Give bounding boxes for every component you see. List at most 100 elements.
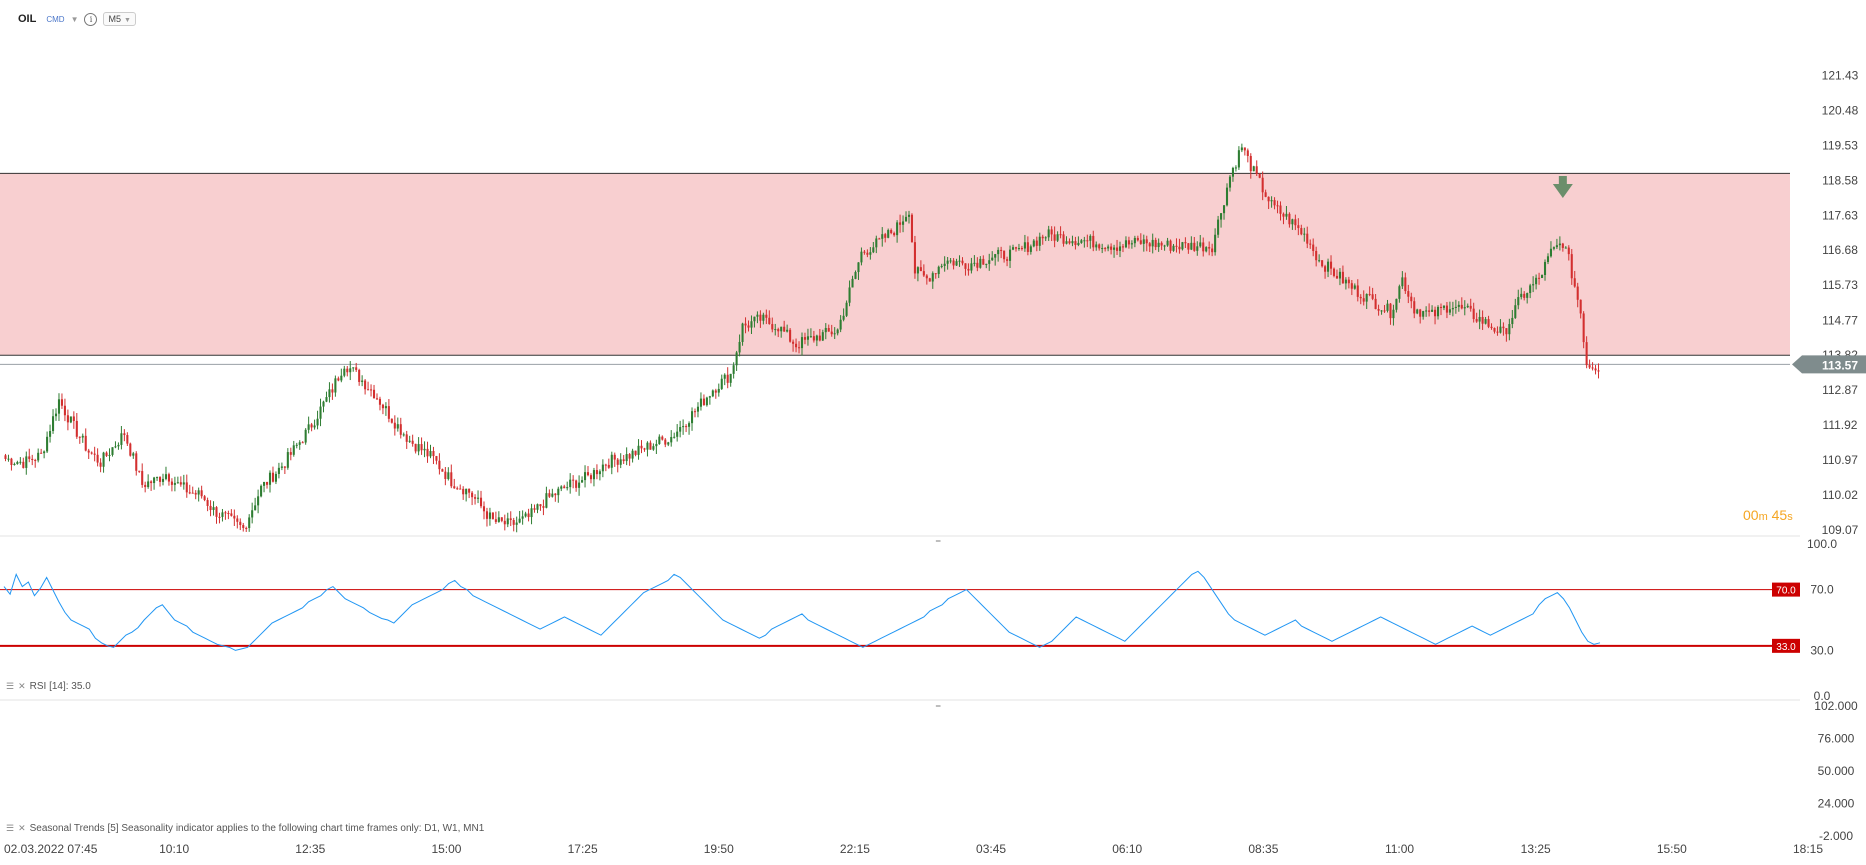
candle-body <box>601 464 604 472</box>
pane-resize-handle[interactable]: ‗ <box>935 533 941 542</box>
candle-body <box>378 398 382 405</box>
menu-icon[interactable]: ☰ <box>6 681 15 691</box>
candle-body <box>150 481 153 484</box>
candle-body <box>1401 277 1404 287</box>
candle-body <box>1457 304 1460 307</box>
candle-body <box>1469 305 1472 309</box>
candle-body <box>1113 247 1116 250</box>
candle-body <box>468 488 471 493</box>
candle-body <box>1582 313 1585 343</box>
rsi-tick-label: 100.0 <box>1807 537 1837 551</box>
candle-body <box>176 482 179 484</box>
candle-body <box>141 471 144 485</box>
chart-toolbar: OIL CMD ▼ i M5 ▼ <box>18 12 136 26</box>
timeframe-select[interactable]: M5 ▼ <box>103 12 136 26</box>
candle-body <box>827 327 830 332</box>
candle-body <box>1329 261 1333 269</box>
timer-minutes-unit: m <box>1758 511 1768 523</box>
candle-body <box>997 249 1000 255</box>
candle-body <box>1270 200 1273 202</box>
candle-body <box>982 258 985 265</box>
candle-body <box>135 453 138 471</box>
candle-body <box>560 486 563 489</box>
chevron-down-icon[interactable]: ▼ <box>70 14 79 24</box>
candle-body <box>881 234 884 239</box>
candle-body <box>542 506 545 508</box>
menu-icon[interactable]: ☰ <box>6 823 15 833</box>
rsi-pane[interactable]: 70.0 33.0 100.0 70.0 30.0 0.0 <box>0 537 1837 703</box>
candle-body <box>1591 367 1594 369</box>
candle-body <box>685 426 688 428</box>
candle-body <box>1220 213 1223 220</box>
candle-body <box>158 477 162 482</box>
candle-body <box>1312 244 1315 251</box>
candle-body <box>1413 301 1416 314</box>
price-tag-bg <box>1792 355 1866 374</box>
candle-body <box>922 271 925 276</box>
candle-body <box>491 512 494 520</box>
candle-body <box>280 466 283 468</box>
candle-body <box>658 436 661 444</box>
candle-body <box>1199 242 1202 247</box>
candle-body <box>1142 239 1145 244</box>
candle-body <box>393 422 396 429</box>
price-tick-label: 121.43 <box>1822 69 1859 83</box>
candle-body <box>634 450 637 455</box>
candle-body <box>768 317 771 325</box>
candle-body <box>257 496 260 506</box>
candle-body <box>1121 246 1125 248</box>
pane-resize-handle[interactable]: ‗ <box>935 698 941 707</box>
price-pane[interactable]: 121.43 120.48 119.53 118.58 117.63 116.68 115.… <box>0 69 1866 537</box>
candle-body <box>372 389 376 399</box>
candle-body <box>919 267 922 272</box>
candle-body <box>1249 155 1252 172</box>
candle-body <box>1315 250 1318 261</box>
candle-body <box>899 222 902 225</box>
candle-body <box>973 262 976 264</box>
candle-body <box>1240 147 1243 151</box>
candle-body <box>509 518 512 521</box>
candle-body <box>1478 316 1481 322</box>
candle-body <box>1419 309 1422 317</box>
seasonal-tick-label: 102.000 <box>1814 699 1858 713</box>
rsi-level-label: 33.0 <box>1776 642 1796 653</box>
candle-body <box>1187 243 1190 250</box>
candle-body <box>830 331 833 335</box>
candle-body <box>1291 219 1294 225</box>
candle-body <box>1243 147 1246 151</box>
close-icon[interactable]: ✕ <box>18 823 26 833</box>
candle-body <box>774 329 777 331</box>
candle-body <box>16 462 19 464</box>
candle-body <box>845 302 848 316</box>
candle-body <box>610 454 613 468</box>
seasonal-tick-label: -2.000 <box>1819 829 1853 843</box>
candle-body <box>893 233 896 236</box>
candle-body <box>384 406 387 409</box>
candle-body <box>1359 296 1362 299</box>
down-arrow-icon <box>1552 175 1573 198</box>
candle-body <box>1416 309 1419 314</box>
candle-body <box>679 427 682 432</box>
candle-body <box>673 436 676 438</box>
candle-body <box>46 436 49 452</box>
info-icon[interactable]: i <box>84 12 98 26</box>
candle-body <box>1014 247 1018 249</box>
candle-body <box>649 442 652 450</box>
candle-body <box>1285 213 1288 217</box>
close-icon[interactable]: ✕ <box>18 681 26 691</box>
time-tick-label: 18:15 <box>1793 842 1823 856</box>
time-tick-label: 15:50 <box>1657 842 1687 856</box>
candle-body <box>456 488 459 490</box>
candle-body <box>66 415 69 423</box>
candle-body <box>242 525 245 528</box>
candle-body <box>1217 219 1220 235</box>
candle-body <box>1321 260 1324 267</box>
candle-body <box>417 444 420 452</box>
candle-body <box>334 378 337 393</box>
symbol-label[interactable]: OIL <box>18 13 37 25</box>
candle-body <box>1511 317 1514 325</box>
candle-body <box>1074 241 1077 246</box>
candle-body <box>96 454 99 463</box>
candle-body <box>1136 237 1139 241</box>
